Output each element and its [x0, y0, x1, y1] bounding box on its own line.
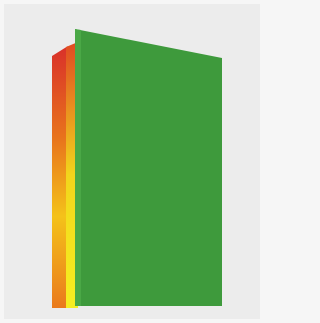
cover-edge — [75, 29, 81, 306]
spine — [52, 46, 68, 308]
icon — [0, 0, 264, 323]
page: (() => { const data = JSON.parse(documen… — [0, 0, 264, 323]
cover — [75, 29, 222, 306]
